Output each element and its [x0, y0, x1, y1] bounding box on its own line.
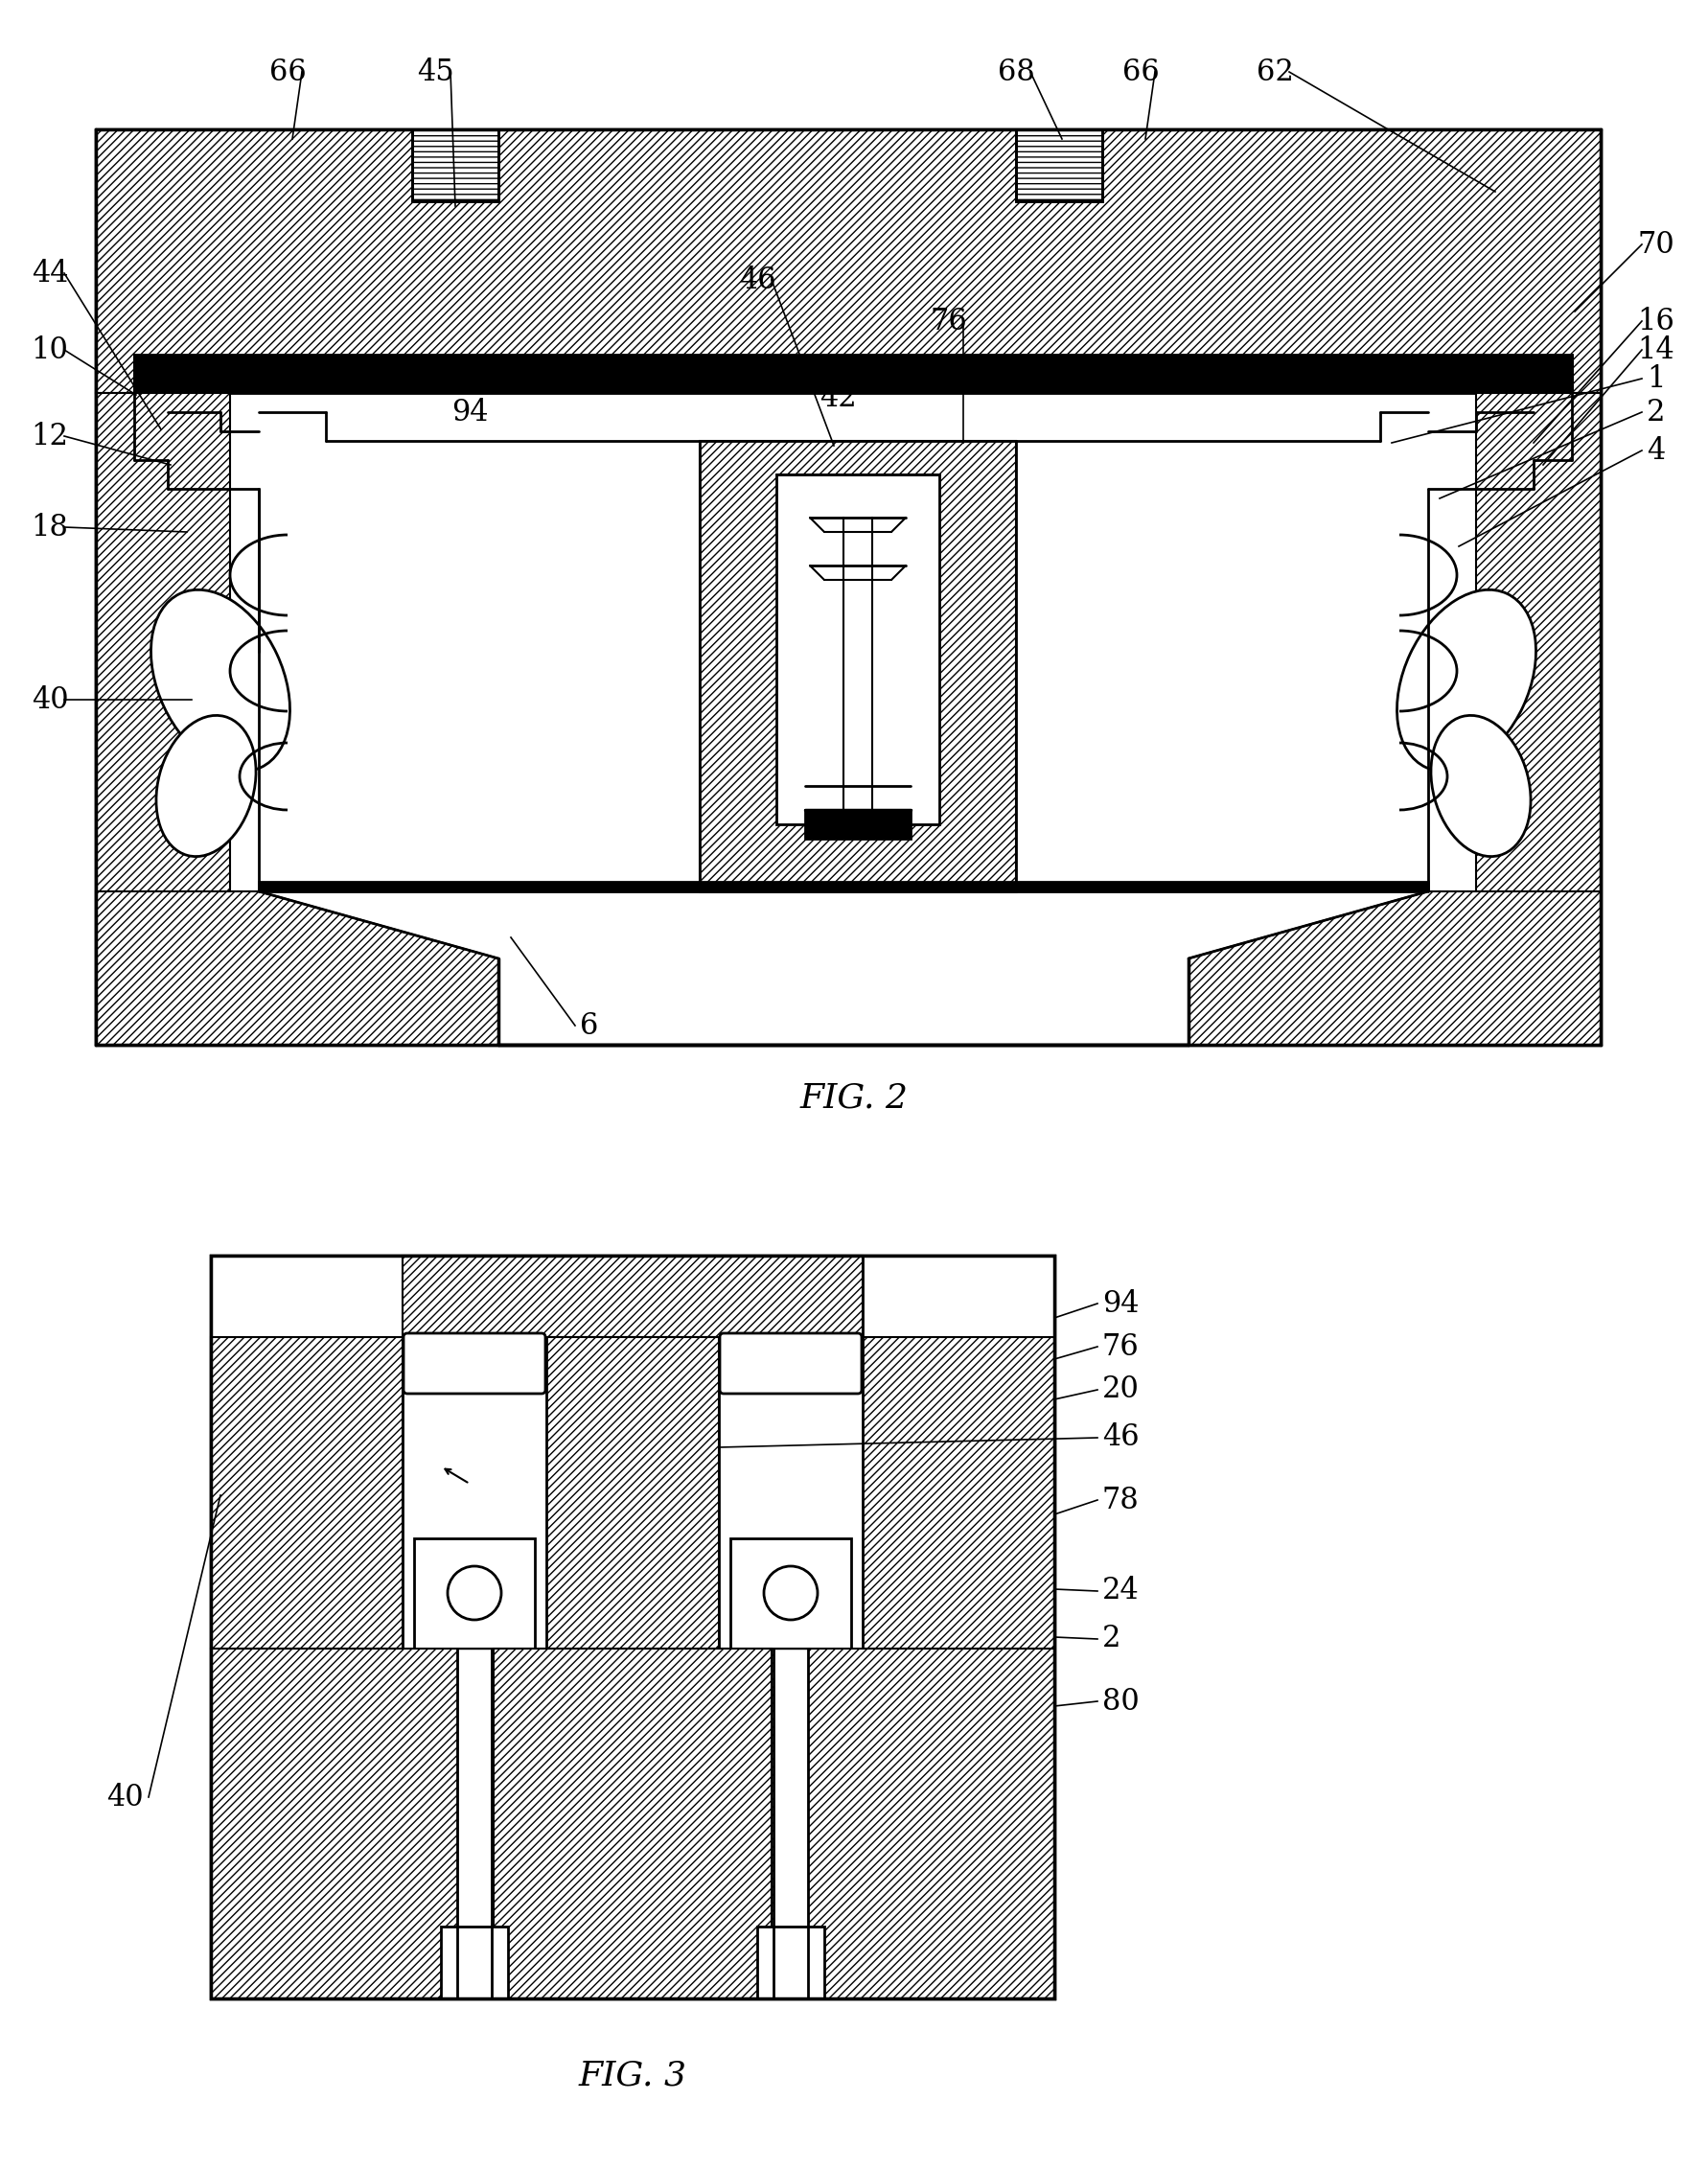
Text: 12: 12	[31, 421, 68, 451]
Text: 45: 45	[417, 56, 454, 87]
Text: 66: 66	[1122, 56, 1158, 87]
Bar	[757, 1927, 823, 1999]
FancyBboxPatch shape	[403, 1332, 545, 1393]
Bar	[413, 1539, 535, 1649]
Text: 14: 14	[1636, 334, 1674, 365]
Bar	[774, 1649, 808, 1999]
Bar	[863, 1337, 1054, 1649]
Circle shape	[763, 1567, 816, 1619]
Text: 6: 6	[579, 1011, 598, 1039]
Ellipse shape	[155, 716, 256, 857]
Text: 94: 94	[451, 397, 488, 427]
Ellipse shape	[150, 590, 290, 770]
Circle shape	[447, 1567, 500, 1619]
Bar	[210, 1649, 547, 1999]
Text: 66: 66	[268, 56, 306, 87]
Text: 42: 42	[820, 382, 857, 412]
Ellipse shape	[1395, 590, 1535, 770]
Text: 24: 24	[1102, 1575, 1139, 1606]
Text: 20: 20	[1102, 1376, 1139, 1404]
Text: 76: 76	[1102, 1332, 1139, 1361]
Bar	[699, 441, 1016, 892]
Bar	[729, 1539, 851, 1649]
Text: 68: 68	[997, 56, 1033, 87]
Bar	[96, 130, 1600, 393]
Bar	[547, 1337, 719, 1649]
Text: 70: 70	[1636, 230, 1674, 258]
Bar	[1016, 130, 1102, 202]
Bar	[458, 1649, 492, 1999]
Bar	[775, 475, 939, 825]
Bar	[210, 1337, 403, 1649]
Bar	[863, 1256, 1054, 1337]
Bar	[719, 1337, 863, 1649]
Text: 2: 2	[1102, 1623, 1120, 1654]
Text: 18: 18	[31, 512, 68, 542]
Bar	[210, 1256, 1054, 1999]
FancyBboxPatch shape	[719, 1332, 861, 1393]
Text: 40: 40	[31, 686, 68, 714]
Bar	[441, 1927, 507, 1999]
Text: 10: 10	[31, 334, 68, 365]
Ellipse shape	[1430, 716, 1530, 857]
Bar	[135, 354, 1571, 393]
Text: 40: 40	[106, 1782, 143, 1812]
Bar	[210, 1256, 403, 1337]
Text: 76: 76	[929, 306, 967, 336]
Text: 62: 62	[1255, 56, 1293, 87]
Bar	[412, 130, 499, 202]
Polygon shape	[96, 892, 499, 1044]
Text: 78: 78	[1102, 1484, 1139, 1515]
Bar	[1476, 393, 1600, 1044]
Text: FIG. 2: FIG. 2	[799, 1081, 907, 1113]
Text: 2: 2	[1647, 397, 1665, 427]
Text: 80: 80	[1102, 1686, 1139, 1716]
Bar	[403, 1337, 547, 1649]
Text: 1: 1	[1647, 365, 1665, 393]
Bar	[210, 1256, 1054, 1999]
Text: 46: 46	[738, 265, 775, 295]
Text: 4: 4	[1647, 436, 1665, 464]
Bar	[403, 1256, 863, 1337]
Bar	[96, 393, 231, 1044]
Bar	[494, 1649, 770, 1999]
Text: 44: 44	[31, 258, 68, 289]
Polygon shape	[1187, 892, 1600, 1044]
Text: 94: 94	[1102, 1289, 1139, 1319]
Text: 46: 46	[1102, 1424, 1139, 1452]
Text: 16: 16	[1636, 306, 1674, 336]
Bar	[96, 130, 1600, 1044]
Text: FIG. 3: FIG. 3	[577, 2059, 687, 2092]
Bar	[719, 1649, 1054, 1999]
Bar	[804, 809, 910, 838]
Bar	[258, 881, 1428, 892]
